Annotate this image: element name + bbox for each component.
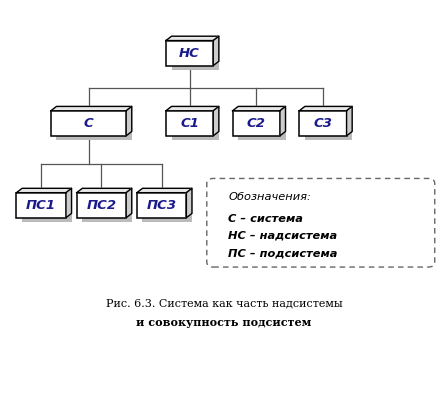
Text: Обозначения:: Обозначения: bbox=[228, 192, 311, 202]
Bar bbox=[238, 115, 285, 140]
Polygon shape bbox=[299, 106, 352, 111]
Bar bbox=[142, 197, 192, 222]
Bar bbox=[77, 193, 126, 218]
Polygon shape bbox=[213, 106, 219, 136]
Polygon shape bbox=[77, 188, 132, 193]
Bar bbox=[233, 111, 280, 136]
Polygon shape bbox=[347, 106, 352, 136]
Bar bbox=[56, 115, 132, 140]
Polygon shape bbox=[186, 188, 192, 218]
Polygon shape bbox=[66, 188, 72, 218]
Text: С2: С2 bbox=[247, 117, 266, 130]
Bar bbox=[172, 45, 219, 70]
Polygon shape bbox=[126, 188, 132, 218]
Bar bbox=[172, 115, 219, 140]
Bar bbox=[22, 197, 72, 222]
Bar bbox=[17, 193, 66, 218]
Bar bbox=[51, 111, 126, 136]
Polygon shape bbox=[166, 36, 219, 41]
Bar bbox=[299, 111, 347, 136]
Text: С1: С1 bbox=[180, 117, 199, 130]
Polygon shape bbox=[17, 188, 72, 193]
Polygon shape bbox=[51, 106, 132, 111]
Bar bbox=[137, 193, 186, 218]
Bar bbox=[166, 111, 213, 136]
FancyBboxPatch shape bbox=[207, 178, 435, 267]
Polygon shape bbox=[233, 106, 285, 111]
Bar bbox=[82, 197, 132, 222]
Bar bbox=[166, 41, 213, 66]
Text: ПС3: ПС3 bbox=[146, 199, 177, 212]
Bar bbox=[305, 115, 352, 140]
Text: С: С bbox=[84, 117, 93, 130]
Text: ПС2: ПС2 bbox=[86, 199, 116, 212]
Text: НС: НС bbox=[179, 47, 200, 60]
Polygon shape bbox=[213, 36, 219, 66]
Text: С – система: С – система bbox=[228, 214, 303, 224]
Polygon shape bbox=[166, 106, 219, 111]
Text: Рис. 6.3. Система как часть надсистемы: Рис. 6.3. Система как часть надсистемы bbox=[106, 299, 342, 309]
Text: НС – надсистема: НС – надсистема bbox=[228, 231, 337, 241]
Polygon shape bbox=[126, 106, 132, 136]
Polygon shape bbox=[137, 188, 192, 193]
Polygon shape bbox=[280, 106, 285, 136]
Text: ПС1: ПС1 bbox=[26, 199, 56, 212]
Text: и совокупность подсистем: и совокупность подсистем bbox=[136, 317, 312, 328]
Text: ПС – подсистема: ПС – подсистема bbox=[228, 248, 338, 258]
Text: С3: С3 bbox=[314, 117, 332, 130]
